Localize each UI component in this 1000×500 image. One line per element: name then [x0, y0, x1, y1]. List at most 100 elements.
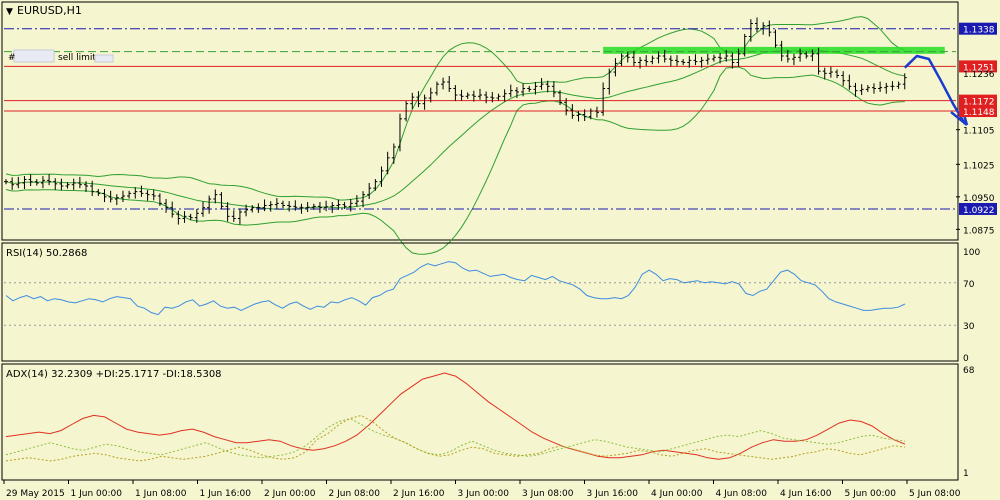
price-bar — [453, 85, 458, 102]
price-bar — [828, 66, 833, 78]
price-bar — [662, 49, 667, 63]
price-bar — [755, 17, 760, 33]
price-bar — [151, 189, 156, 201]
price-bar — [145, 189, 150, 201]
price-bar — [47, 174, 52, 186]
price-bar — [810, 49, 815, 62]
price-bar — [841, 71, 846, 86]
price-bar — [77, 176, 82, 189]
price-bar — [835, 69, 840, 79]
price-bar — [256, 203, 261, 213]
price-bar — [742, 33, 747, 57]
price-bar — [373, 179, 378, 191]
price-bar — [200, 201, 205, 217]
price-bar — [564, 98, 569, 116]
main-title: EURUSD,H1 — [17, 4, 82, 17]
price-bar — [422, 94, 427, 110]
bollinger-lower-line — [5, 66, 905, 255]
price-bar — [28, 174, 33, 186]
time-tick-label: 1 Jun 08:00 — [135, 489, 187, 499]
price-bar — [71, 178, 76, 190]
price-bar — [348, 199, 353, 212]
price-tick-label: 1.1025 — [963, 161, 995, 171]
price-bar — [244, 204, 249, 217]
price-bar — [447, 75, 452, 92]
price-bar — [718, 52, 723, 64]
price-bar — [225, 202, 230, 222]
price-bar — [108, 190, 113, 203]
price-label-red: 1.1172 — [959, 94, 997, 108]
time-tick-label: 3 Jun 08:00 — [522, 489, 574, 499]
price-bar — [871, 83, 876, 94]
adx-tick-label: 1 — [963, 469, 969, 479]
price-bar — [625, 51, 630, 63]
adx-panel: ADX(14) 32.2309 +DI:25.1717 -DI:18.5308 … — [1, 363, 975, 481]
price-bar — [281, 200, 286, 209]
price-bar — [397, 113, 402, 152]
price-bar — [594, 106, 599, 118]
price-bar — [330, 202, 335, 213]
sell-limit-label: # sell limit — [8, 49, 114, 63]
time-tick-label: 29 May 2015 — [6, 489, 65, 499]
price-bar — [188, 213, 193, 221]
price-bar — [484, 91, 489, 104]
time-tick-label: 2 Jun 00:00 — [264, 489, 316, 499]
rsi-tick-label: 70 — [963, 280, 975, 290]
price-bar — [890, 81, 895, 91]
price-bar — [10, 177, 15, 190]
price-bar — [902, 73, 907, 90]
price-bar — [305, 202, 310, 212]
price-bar — [434, 81, 439, 96]
price-bar — [705, 53, 710, 65]
price-bar — [761, 22, 766, 35]
price-bar — [638, 56, 643, 69]
price-label-red: 1.1148 — [959, 105, 997, 118]
price-bar — [4, 179, 8, 185]
rsi-tick-label: 0 — [963, 354, 969, 364]
price-bar — [268, 201, 273, 212]
price-bar — [428, 87, 433, 103]
adx-panel-frame — [1, 363, 959, 481]
price-bar — [287, 201, 292, 212]
price-panel-frame — [1, 1, 959, 241]
price-bar — [514, 87, 519, 99]
price-bar — [588, 108, 593, 120]
price-bar — [693, 54, 698, 66]
price-bar — [194, 208, 199, 223]
price-bar — [496, 93, 501, 101]
time-tick-label: 4 Jun 16:00 — [780, 489, 832, 499]
price-bar — [668, 55, 673, 67]
price-bar — [681, 59, 686, 66]
price-bar — [527, 85, 532, 92]
price-bar — [539, 78, 544, 90]
price-bar — [471, 90, 476, 102]
time-tick-label: 4 Jun 08:00 — [716, 489, 768, 499]
price-bar — [607, 68, 612, 95]
price-bar — [207, 195, 212, 214]
price-bar — [34, 179, 39, 186]
rsi-line — [5, 261, 906, 316]
price-bar — [804, 51, 809, 59]
adx-lines — [5, 372, 906, 462]
price-bar — [354, 195, 359, 207]
price-bar — [847, 74, 852, 90]
price-bar — [361, 191, 366, 208]
price-bar — [490, 91, 495, 103]
redacted-order-price — [94, 54, 114, 63]
price-bar — [391, 143, 396, 164]
time-tick-label: 3 Jun 16:00 — [587, 489, 639, 499]
price-bar — [127, 190, 132, 199]
price-bar — [896, 81, 901, 89]
price-bar — [336, 199, 341, 210]
price-bar — [120, 190, 125, 203]
minus_di-line — [5, 414, 906, 462]
price-bar — [379, 166, 384, 187]
price-bar — [699, 56, 704, 68]
time-tick-label: 2 Jun 16:00 — [393, 489, 445, 499]
price-bar — [791, 53, 796, 66]
price-bar — [22, 176, 27, 190]
rsi-panel: RSI(14) 50.2868 100 70 30 0 — [1, 242, 980, 364]
rsi-series-line — [5, 261, 906, 316]
adx-axis: 68 1 — [963, 366, 975, 479]
price-bar — [773, 29, 778, 48]
